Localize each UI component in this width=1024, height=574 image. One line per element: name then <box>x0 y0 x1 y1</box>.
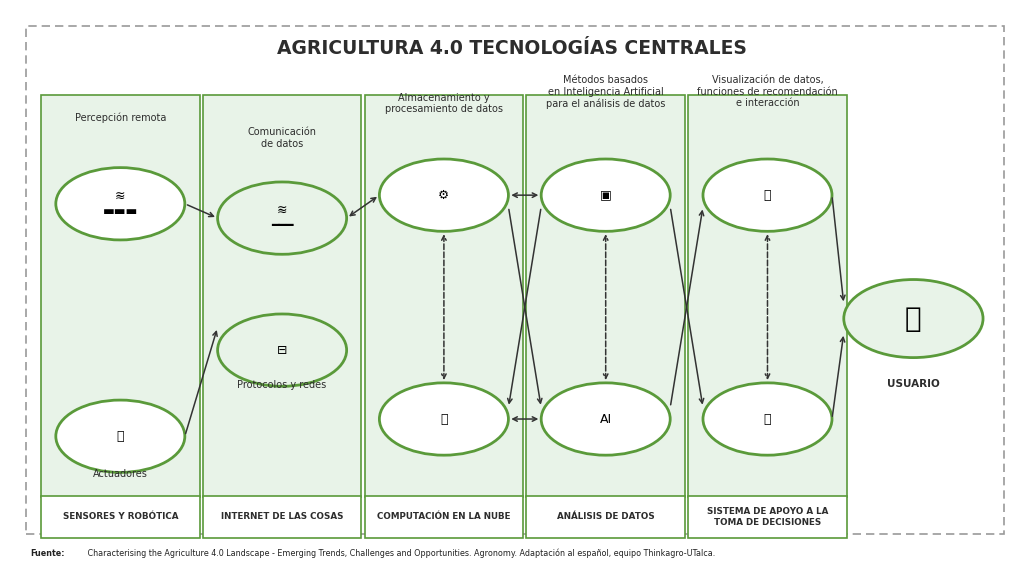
Text: ANÁLISIS DE DATOS: ANÁLISIS DE DATOS <box>557 513 654 521</box>
Circle shape <box>218 182 346 254</box>
Text: ≋
━━━: ≋ ━━━ <box>271 204 293 232</box>
Text: AGRICULTURA 4.0 TECNOLOGÍAS CENTRALES: AGRICULTURA 4.0 TECNOLOGÍAS CENTRALES <box>278 38 746 58</box>
FancyBboxPatch shape <box>526 496 685 538</box>
FancyBboxPatch shape <box>365 496 523 538</box>
Text: 🖥: 🖥 <box>764 413 771 425</box>
Circle shape <box>55 168 184 240</box>
FancyBboxPatch shape <box>688 496 847 538</box>
Circle shape <box>55 400 184 472</box>
Text: Percepción remota: Percepción remota <box>75 113 166 123</box>
Circle shape <box>844 280 983 358</box>
FancyBboxPatch shape <box>203 95 361 497</box>
FancyBboxPatch shape <box>41 95 200 497</box>
Circle shape <box>218 314 346 386</box>
FancyBboxPatch shape <box>688 95 847 497</box>
Circle shape <box>379 159 508 231</box>
Text: ▣: ▣ <box>600 189 611 201</box>
FancyBboxPatch shape <box>41 496 200 538</box>
Text: ⊟: ⊟ <box>276 344 288 356</box>
FancyBboxPatch shape <box>526 95 685 497</box>
Text: AI: AI <box>600 413 611 425</box>
FancyBboxPatch shape <box>203 496 361 538</box>
Circle shape <box>541 159 671 231</box>
Text: SENSORES Y ROBÓTICA: SENSORES Y ROBÓTICA <box>62 513 178 521</box>
Text: SISTEMA DE APOYO A LA
TOMA DE DECISIONES: SISTEMA DE APOYO A LA TOMA DE DECISIONES <box>707 507 828 526</box>
Text: ≋
▬▬▬: ≋ ▬▬▬ <box>102 190 138 218</box>
Circle shape <box>541 383 671 455</box>
Text: Characterising the Agriculture 4.0 Landscape - Emerging Trends, Challenges and O: Characterising the Agriculture 4.0 Lands… <box>85 549 715 558</box>
Text: Actuadores: Actuadores <box>93 468 147 479</box>
Text: ⚙: ⚙ <box>438 189 450 201</box>
Text: Almacenamiento y
procesamiento de datos: Almacenamiento y procesamiento de datos <box>385 92 503 114</box>
Text: Protocolos y redes: Protocolos y redes <box>238 379 327 390</box>
Circle shape <box>703 383 831 455</box>
FancyBboxPatch shape <box>365 95 523 497</box>
Circle shape <box>379 383 508 455</box>
Text: Métodos basados
en Inteligencia Artificial
para el análisis de datos: Métodos basados en Inteligencia Artifici… <box>546 75 666 108</box>
Text: INTERNET DE LAS COSAS: INTERNET DE LAS COSAS <box>221 513 343 521</box>
Text: USUARIO: USUARIO <box>887 379 940 389</box>
Text: 💡: 💡 <box>764 189 771 201</box>
Text: Fuente:: Fuente: <box>31 549 66 558</box>
Circle shape <box>703 159 831 231</box>
Text: COMPUTACIÓN EN LA NUBE: COMPUTACIÓN EN LA NUBE <box>377 513 511 521</box>
Text: Visualización de datos,
funciones de recomendación
e interacción: Visualización de datos, funciones de rec… <box>697 75 838 108</box>
Text: Comunicación
de datos: Comunicación de datos <box>248 127 316 149</box>
Text: 🌿: 🌿 <box>117 430 124 443</box>
Text: 🗄: 🗄 <box>440 413 447 425</box>
Text: 👤: 👤 <box>905 305 922 332</box>
